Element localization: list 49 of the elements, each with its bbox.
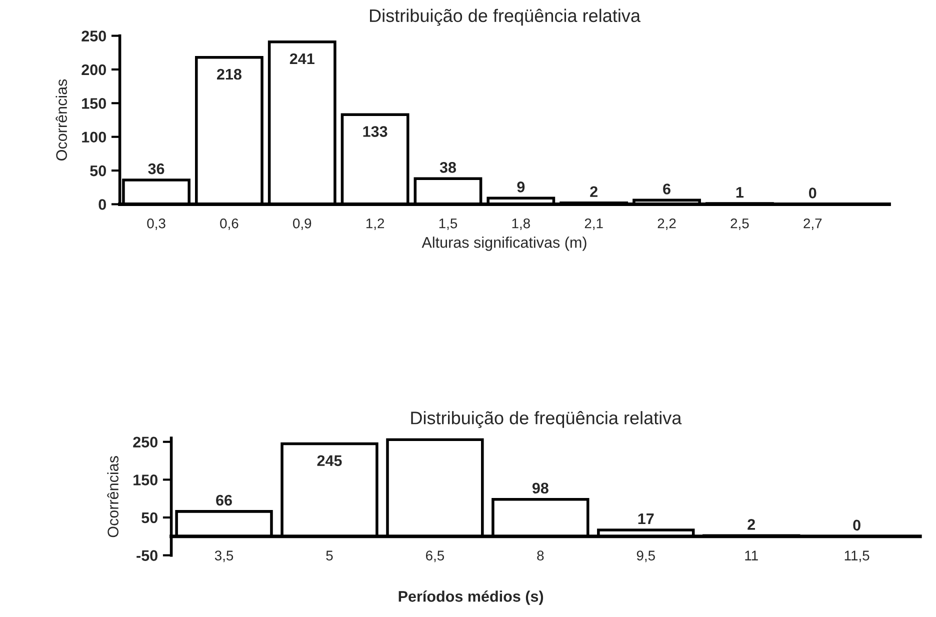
- data-label: 1: [736, 187, 744, 198]
- y-tick-label: 0: [98, 199, 106, 210]
- data-label: 36: [148, 163, 164, 174]
- x-tick-label: 11: [745, 550, 758, 560]
- data-label: 2: [748, 519, 755, 530]
- data-label: 218: [216, 68, 242, 80]
- data-label: 9: [517, 182, 525, 192]
- x-axis-title: Períodos médios (s): [398, 590, 544, 605]
- data-label: 241: [290, 53, 314, 64]
- x-tick-label: 0,9: [293, 218, 312, 230]
- x-tick-label: 5: [326, 550, 333, 560]
- y-tick-label: -50: [136, 550, 158, 561]
- x-axis-title: Alturas significativas (m): [422, 236, 586, 251]
- y-tick-label: 150: [134, 474, 158, 486]
- y-tick-label: 50: [142, 512, 158, 524]
- data-label: 0: [808, 188, 816, 198]
- x-tick-label: 0,6: [220, 218, 238, 230]
- chart-title: Distribuição de freqüência relativa: [370, 8, 640, 26]
- y-tick-label: 250: [82, 30, 106, 42]
- x-tick-label: 2,7: [804, 218, 822, 230]
- x-tick-label: 3,5: [214, 550, 234, 562]
- data-label: 98: [532, 482, 548, 494]
- x-tick-label: 1,8: [512, 218, 530, 230]
- x-tick-label: 1,2: [366, 218, 384, 230]
- data-label: 17: [638, 514, 654, 524]
- data-label: 133: [363, 126, 388, 137]
- y-tick-label: 150: [82, 98, 106, 109]
- data-label: 6: [663, 184, 670, 194]
- y-tick-label: 250: [133, 436, 158, 448]
- x-tick-label: 0,3: [147, 218, 166, 230]
- x-tick-label: 1,5: [439, 218, 458, 230]
- y-tick-label: 200: [82, 64, 106, 76]
- y-tick-label: 100: [82, 132, 106, 143]
- data-label: 245: [317, 455, 342, 466]
- x-tick-label: 2,1: [584, 218, 603, 230]
- x-tick-label: 6,5: [426, 550, 444, 562]
- chart-title: Distribuição de freqüência relativa: [411, 411, 682, 428]
- x-tick-label: 2,2: [658, 218, 676, 230]
- x-tick-label: 9,5: [636, 550, 655, 562]
- y-axis-title: Ocorrências: [56, 79, 67, 160]
- y-tick-label: 50: [90, 165, 106, 176]
- data-label: 2: [590, 186, 598, 197]
- data-label: 0: [853, 520, 860, 531]
- data-label: 66: [216, 494, 232, 506]
- x-tick-label: 8: [537, 550, 544, 560]
- x-tick-label: 11,5: [844, 550, 870, 562]
- data-label: 38: [440, 162, 456, 173]
- x-tick-label: 2,5: [730, 218, 749, 230]
- y-axis-title: Ocorrências: [107, 456, 118, 538]
